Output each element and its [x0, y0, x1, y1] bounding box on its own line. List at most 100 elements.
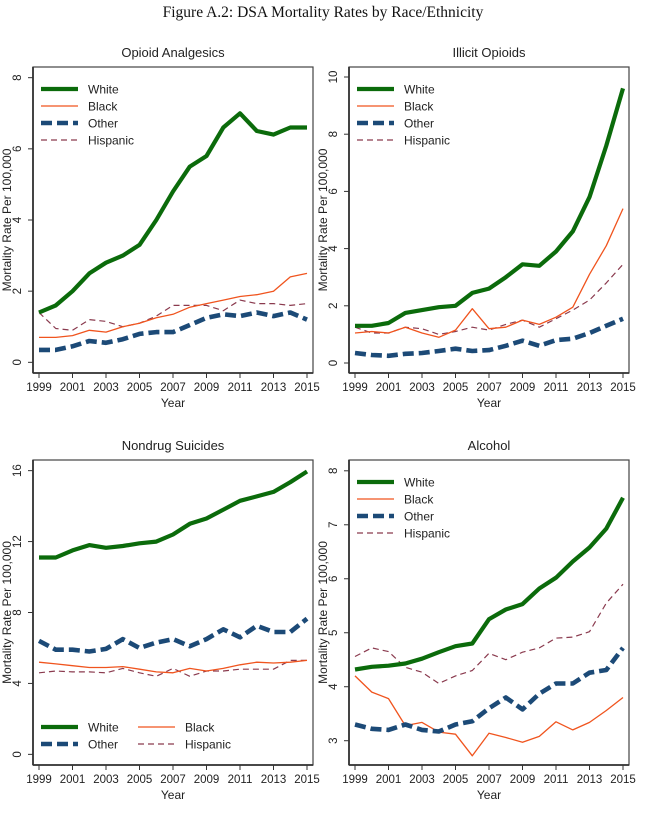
- legend: White Black Other Hispanic: [41, 83, 134, 148]
- y-tick-label: 10: [328, 71, 340, 84]
- series-line-hispanic: [354, 263, 624, 335]
- y-tick-label: 2: [12, 288, 24, 294]
- plot-frame: [348, 459, 630, 766]
- y-tick-label: 8: [12, 74, 24, 80]
- y-axis-label: Mortality Rate Per 100,000: [316, 541, 330, 684]
- x-tick-label: 2007: [476, 382, 502, 394]
- legend-label-white: White: [88, 83, 119, 97]
- x-tick-label: 1999: [26, 382, 52, 394]
- plot-frame: [32, 66, 314, 374]
- y-tick-label: 16: [12, 464, 24, 477]
- y-tick-label: 6: [12, 146, 24, 152]
- series-line-black: [39, 272, 308, 339]
- x-axis-label: Year: [477, 396, 501, 410]
- legend-label-black: Black: [404, 100, 434, 114]
- x-tick-label: 1999: [342, 774, 368, 786]
- y-axis-label: Mortality Rate Per 100,000: [316, 148, 330, 291]
- y-tick-label: 6: [328, 576, 340, 582]
- legend-label-hispanic: Hispanic: [185, 738, 231, 752]
- series-line-white: [354, 496, 625, 672]
- x-tick-label: 2007: [160, 774, 186, 786]
- x-tick-label: 2001: [376, 774, 402, 786]
- panel-illicit-opioids: Illicit Opioids 1999 2001 2003 2005 2007 2009 2…: [316, 45, 636, 410]
- series-line-black: [354, 675, 624, 757]
- plot-frame: [348, 66, 630, 374]
- x-tick-label: 2007: [476, 774, 502, 786]
- x-tick-label: 2001: [60, 774, 86, 786]
- x-axis-label: Year: [161, 396, 185, 410]
- x-tick-label: 2005: [443, 382, 469, 394]
- series-line-hispanic: [354, 583, 624, 685]
- series-line-other: [37, 616, 309, 654]
- y-tick-label: 4: [328, 245, 340, 252]
- legend: White Black Other Hispanic: [357, 476, 450, 541]
- x-axis-label: Year: [161, 788, 185, 802]
- series-line-other: [354, 316, 624, 359]
- legend-label-other: Other: [404, 510, 434, 524]
- y-tick-label: 8: [328, 468, 340, 474]
- series-line-black: [354, 208, 624, 338]
- y-tick-label: 0: [12, 359, 24, 365]
- x-tick-label: 2009: [194, 774, 220, 786]
- x-tick-label: 2011: [544, 774, 569, 786]
- series-line-white: [39, 469, 309, 560]
- legend-label-other: Other: [88, 117, 118, 131]
- legend-label-other: Other: [88, 738, 118, 752]
- panel-opioid-analgesics: Opioid Analgesics 1999 2001 2003 2005 2007 200…: [0, 45, 320, 410]
- legend-label-black: Black: [404, 493, 434, 507]
- series-line-other: [39, 310, 308, 353]
- x-tick-label: 2015: [610, 774, 636, 786]
- x-tick-label: 2005: [127, 774, 153, 786]
- y-tick-label: 8: [12, 609, 24, 615]
- y-tick-label: 8: [328, 131, 340, 137]
- legend-label-black: Black: [185, 721, 215, 735]
- legend-label-black: Black: [88, 100, 118, 114]
- series-line-white: [355, 87, 626, 328]
- y-tick-label: 4: [12, 216, 24, 223]
- y-tick-label: 5: [328, 630, 340, 636]
- y-tick-label: 0: [328, 360, 340, 366]
- x-tick-label: 2003: [409, 382, 435, 394]
- x-tick-label: 2009: [194, 382, 220, 394]
- y-tick-label: 0: [12, 751, 24, 757]
- panel-title: Alcohol: [468, 438, 511, 453]
- panel-title: Illicit Opioids: [453, 45, 526, 60]
- panel-title: Nondrug Suicides: [122, 438, 225, 453]
- legend-label-hispanic: Hispanic: [88, 134, 134, 148]
- x-tick-label: 2009: [510, 774, 536, 786]
- x-tick-label: 2013: [577, 382, 603, 394]
- series-line-hispanic: [38, 299, 308, 331]
- legend-label-other: Other: [404, 117, 434, 131]
- y-tick-label: 4: [12, 680, 24, 687]
- legend-label-white: White: [404, 476, 435, 490]
- x-tick-label: 2005: [127, 382, 153, 394]
- x-tick-label: 1999: [26, 774, 52, 786]
- legend: White Black Other Hispanic: [41, 721, 231, 752]
- x-tick-label: 2001: [60, 382, 86, 394]
- x-tick-label: 2007: [160, 382, 186, 394]
- x-tick-label: 2013: [261, 382, 287, 394]
- y-tick-label: 6: [328, 188, 340, 194]
- x-tick-label: 2011: [228, 774, 253, 786]
- x-tick-label: 2011: [544, 382, 569, 394]
- legend-label-hispanic: Hispanic: [404, 527, 450, 541]
- x-tick-label: 2005: [443, 774, 469, 786]
- panel-alcohol: Alcohol 1999 2001 2003 2005 2007 2009 2011 2013 2…: [316, 438, 636, 802]
- legend-label-white: White: [404, 83, 435, 97]
- y-axis-label: Mortality Rate Per 100,000: [0, 541, 14, 684]
- y-axis-label: Mortality Rate Per 100,000: [0, 148, 14, 291]
- figure-title: Figure A.2: DSA Mortality Rates by Race/…: [162, 4, 484, 21]
- x-tick-label: 2015: [294, 774, 320, 786]
- y-tick-label: 7: [328, 522, 340, 528]
- panel-title: Opioid Analgesics: [121, 45, 225, 60]
- legend: White Black Other Hispanic: [357, 83, 450, 148]
- legend-label-hispanic: Hispanic: [404, 134, 450, 148]
- series-line-black: [38, 659, 308, 674]
- x-tick-label: 2013: [261, 774, 287, 786]
- x-tick-label: 1999: [342, 382, 368, 394]
- x-tick-label: 2009: [510, 382, 536, 394]
- x-tick-label: 2003: [93, 382, 119, 394]
- x-tick-label: 2015: [610, 382, 636, 394]
- series-line-other: [354, 646, 625, 734]
